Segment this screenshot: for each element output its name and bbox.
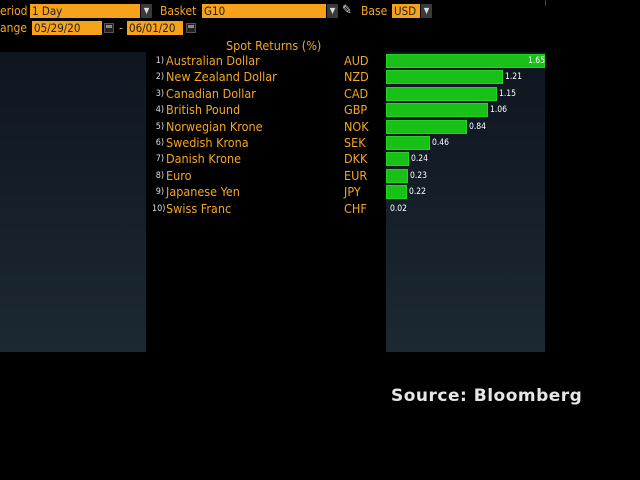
currency-name: Euro bbox=[166, 167, 192, 183]
left-panel bbox=[0, 52, 146, 352]
currency-name: Canadian Dollar bbox=[166, 85, 256, 101]
range-label: ange bbox=[0, 21, 27, 35]
currency-name: Australian Dollar bbox=[166, 53, 260, 68]
currency-code: NZD bbox=[344, 69, 369, 85]
currency-name: Norwegian Krone bbox=[166, 118, 263, 134]
currency-code: JPY bbox=[344, 184, 361, 200]
period-dropdown-arrow-icon[interactable]: ▼ bbox=[141, 4, 152, 18]
start-date-input[interactable]: 05/29/20 bbox=[32, 21, 102, 35]
currency-code: CHF bbox=[344, 200, 367, 216]
basket-dropdown-arrow-icon[interactable]: ▼ bbox=[327, 4, 338, 18]
rank-number: 4) bbox=[155, 105, 164, 116]
return-bar bbox=[386, 152, 409, 167]
base-select[interactable]: USD bbox=[392, 4, 420, 18]
return-bar bbox=[386, 136, 430, 150]
source-caption: Source: Bloomberg bbox=[391, 386, 583, 406]
bar-value-label: 0.23 bbox=[410, 170, 428, 181]
toolbar-divider bbox=[545, 0, 546, 6]
return-bar bbox=[386, 119, 467, 134]
period-label: eriod bbox=[0, 4, 28, 18]
currency-code: SEK bbox=[344, 135, 366, 150]
bar-value-label: 0.02 bbox=[390, 203, 408, 214]
currency-name: Danish Krone bbox=[166, 151, 242, 167]
currency-code: GBP bbox=[344, 102, 368, 118]
rank-number: 8) bbox=[155, 170, 164, 181]
return-bar bbox=[386, 103, 488, 118]
bar-value-label: 1.15 bbox=[499, 88, 517, 99]
pencil-icon[interactable]: ✎ bbox=[342, 3, 352, 18]
end-calendar-icon[interactable] bbox=[186, 23, 196, 33]
currency-code: CAD bbox=[344, 85, 369, 101]
range-separator: - bbox=[119, 21, 123, 35]
end-date-input[interactable]: 06/01/20 bbox=[127, 21, 183, 35]
currency-code: DKK bbox=[344, 151, 368, 167]
basket-select[interactable]: G10 bbox=[202, 4, 326, 18]
rank-number: 10) bbox=[152, 203, 166, 214]
return-bar bbox=[386, 54, 545, 68]
currency-code: AUD bbox=[344, 53, 369, 68]
currency-name: Japanese Yen bbox=[166, 184, 240, 200]
rank-number: 2) bbox=[155, 72, 164, 83]
start-calendar-icon[interactable] bbox=[104, 23, 114, 33]
period-select[interactable]: 1 Day bbox=[30, 4, 140, 18]
currency-code: NOK bbox=[344, 118, 369, 134]
bar-value-label: 1.06 bbox=[490, 105, 508, 116]
bar-value-label: 0.22 bbox=[409, 187, 427, 198]
base-dropdown-arrow-icon[interactable]: ▼ bbox=[421, 4, 432, 18]
bar-value-label: 0.24 bbox=[411, 154, 429, 165]
currency-name: New Zealand Dollar bbox=[166, 69, 277, 85]
return-bar bbox=[386, 86, 497, 101]
rank-number: 6) bbox=[155, 138, 164, 148]
return-bar bbox=[386, 185, 407, 200]
bar-value-label: 0.46 bbox=[432, 138, 450, 148]
rank-number: 3) bbox=[155, 88, 164, 99]
base-label: Base bbox=[361, 4, 388, 18]
rank-number: 1) bbox=[155, 56, 164, 66]
return-bar bbox=[386, 168, 408, 183]
spot-returns-title: Spot Returns (%) bbox=[226, 38, 322, 53]
currency-name: British Pound bbox=[166, 102, 241, 118]
bar-value-label: 1.65 bbox=[528, 56, 546, 66]
bar-value-label: 0.84 bbox=[469, 121, 487, 132]
currency-code: EUR bbox=[344, 167, 368, 183]
rank-number: 9) bbox=[155, 187, 164, 198]
currency-name: Swiss Franc bbox=[166, 200, 232, 216]
currency-name: Swedish Krona bbox=[166, 135, 249, 150]
return-bar bbox=[386, 70, 503, 85]
basket-label: Basket bbox=[160, 4, 197, 18]
bar-chart-panel bbox=[386, 52, 545, 352]
bar-value-label: 1.21 bbox=[505, 72, 523, 83]
rank-number: 7) bbox=[155, 154, 164, 165]
rank-number: 5) bbox=[155, 121, 164, 132]
